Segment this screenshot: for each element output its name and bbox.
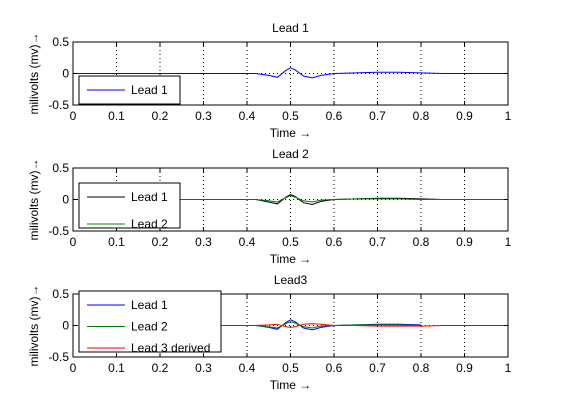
x-tick-label: 0.4 [239, 361, 256, 375]
legend-label: Lead 2 [131, 217, 168, 231]
y-tick-label: 0 [62, 319, 69, 333]
x-tick-label: 0.2 [152, 235, 169, 249]
series-line-1 [94, 193, 443, 206]
x-tick-label: 0.8 [413, 361, 430, 375]
x-tick-label: 0.3 [195, 109, 212, 123]
x-axis-label: Time → [270, 126, 312, 140]
chart-title: Lead3 [274, 273, 308, 287]
x-tick-label: 0.7 [369, 235, 386, 249]
x-tick-label: 0.2 [152, 109, 169, 123]
x-tick-label: 0.7 [369, 361, 386, 375]
y-axis-label: milivolts (mv)→ [27, 285, 41, 367]
legend-label: Lead 3 derived [131, 341, 210, 355]
chart-title: Lead 2 [272, 147, 309, 161]
x-tick-label: 0.1 [108, 361, 125, 375]
x-tick-label: 0.3 [195, 235, 212, 249]
y-tick-label: 0.5 [52, 287, 69, 301]
x-tick-label: 1 [505, 361, 512, 375]
y-tick-label: -0.5 [48, 98, 69, 112]
y-tick-label: -0.5 [48, 350, 69, 364]
x-tick-label: 0 [70, 235, 77, 249]
x-tick-label: 0.6 [326, 235, 343, 249]
x-axis-label: Time → [270, 378, 312, 392]
series-line-2 [94, 195, 508, 203]
subplot-1: 0 0.1 0.2 0.3 0.4 0.5 0.6 0.7 0.8 0.9 10.50-0.5Lea… [27, 21, 512, 140]
y-tick-label: 0 [62, 193, 69, 207]
x-tick-label: 1 [505, 109, 512, 123]
y-tick-label: 0.5 [52, 35, 69, 49]
x-tick-label: 0 [70, 361, 77, 375]
x-tick-label: 0.8 [413, 109, 430, 123]
x-tick-label: 0.1 [108, 235, 125, 249]
series-line-1 [73, 67, 508, 79]
series-line-3 [203, 323, 508, 328]
x-tick-label: 0.5 [282, 109, 299, 123]
legend-label: Lead 2 [131, 320, 168, 334]
x-tick-label: 0.2 [152, 361, 169, 375]
legend: Lead 1 [78, 75, 181, 105]
x-tick-label: 0.6 [326, 361, 343, 375]
legend: Lead 1 Lead 2 [78, 182, 181, 231]
x-tick-label: 0.9 [456, 109, 473, 123]
legend-label: Lead 1 [131, 83, 168, 97]
legend-box [78, 182, 181, 229]
x-tick-label: 0.7 [369, 109, 386, 123]
x-tick-label: 0.3 [195, 361, 212, 375]
x-tick-label: 0.5 [282, 361, 299, 375]
x-tick-label: 0.8 [413, 235, 430, 249]
legend-label: Lead 1 [131, 190, 168, 204]
legend: Lead 1 Lead 2 Lead 3 derived [78, 290, 222, 355]
chart-title: Lead 1 [272, 21, 309, 35]
subplot-2: 0 0.1 0.2 0.3 0.4 0.5 0.6 0.7 0.8 0.9 10.50-0.5Lea… [27, 147, 512, 266]
y-tick-label: -0.5 [48, 224, 69, 238]
series-line-2 [203, 321, 422, 329]
subplot-3: 0 0.1 0.2 0.3 0.4 0.5 0.6 0.7 0.8 0.9 10.50-0.5Lea… [27, 273, 512, 392]
x-tick-label: 1 [505, 235, 512, 249]
y-axis-label: milivolts (mv)→ [27, 159, 41, 241]
legend-box [78, 290, 222, 353]
x-tick-label: 0.4 [239, 109, 256, 123]
y-axis-label: milivolts (mv)→ [27, 33, 41, 115]
x-axis-label: Time → [270, 252, 312, 266]
x-tick-label: 0.6 [326, 109, 343, 123]
x-tick-label: 0.4 [239, 235, 256, 249]
x-tick-label: 0.1 [108, 109, 125, 123]
legend-label: Lead 1 [131, 298, 168, 312]
x-tick-label: 0 [70, 109, 77, 123]
x-tick-label: 0.9 [456, 361, 473, 375]
x-tick-label: 0.9 [456, 235, 473, 249]
y-tick-label: 0.5 [52, 161, 69, 175]
y-tick-label: 0 [62, 67, 69, 81]
x-tick-label: 0.5 [282, 235, 299, 249]
